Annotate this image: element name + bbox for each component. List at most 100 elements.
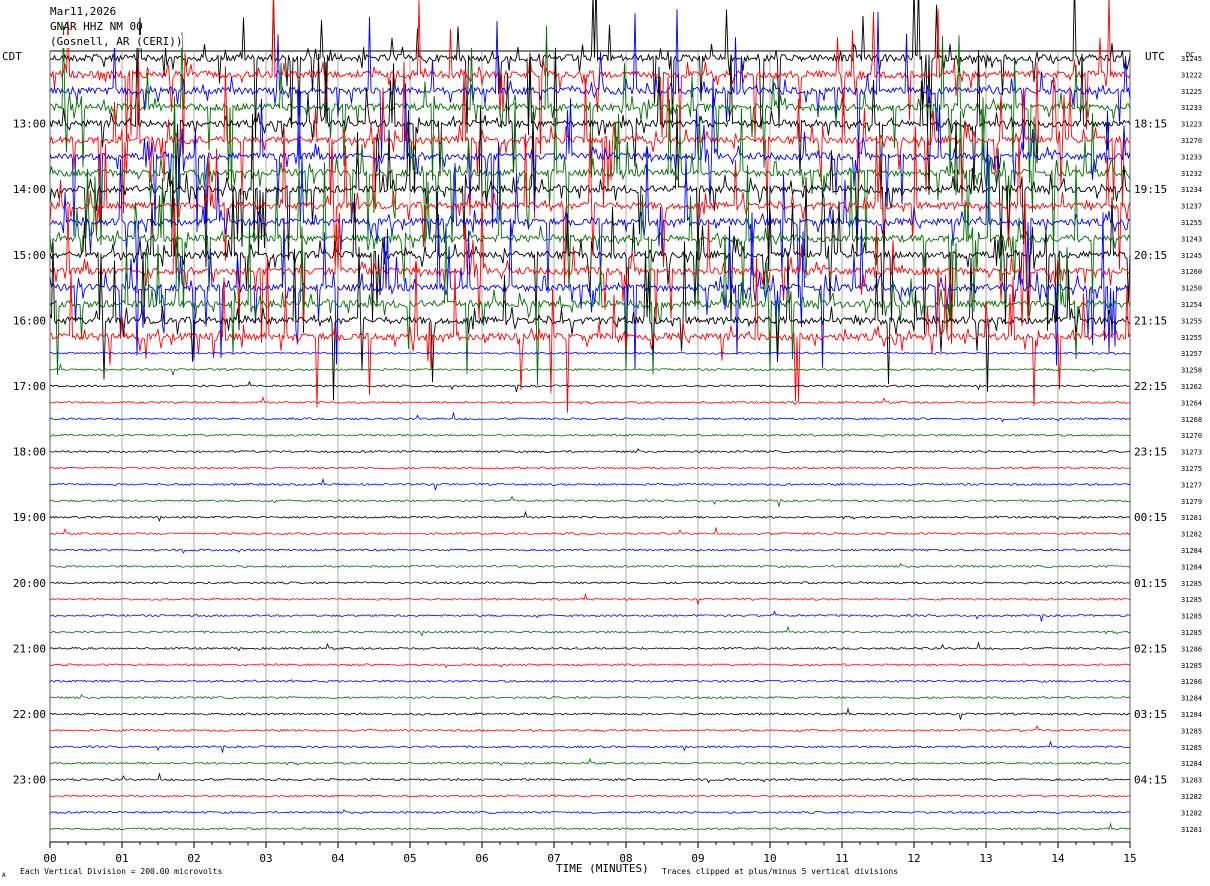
seismic-trace — [49, 222, 1131, 386]
right-hour-label: 04:15 — [1134, 774, 1167, 787]
right-hour-label: 23:15 — [1134, 446, 1167, 459]
dc-offset-label: 31285 — [1181, 629, 1202, 637]
right-timezone-label: UTC — [1145, 50, 1165, 63]
seismic-trace — [49, 679, 1131, 683]
dc-label: DC — [1186, 51, 1195, 59]
dc-offset-label: 31255 — [1181, 219, 1202, 227]
dc-offset-label: 31260 — [1181, 268, 1202, 276]
dc-offset-label: 31233 — [1181, 104, 1202, 112]
seismic-trace — [50, 610, 1131, 622]
right-hour-label: 18:15 — [1134, 118, 1167, 131]
x-tick-label: 07 — [547, 852, 560, 865]
x-tick-label: 13 — [979, 852, 992, 865]
right-hour-label: 01:15 — [1134, 577, 1167, 590]
x-tick-label: 12 — [907, 852, 920, 865]
dc-offset-label: 31255 — [1181, 334, 1202, 342]
seismic-trace — [49, 141, 1131, 298]
x-tick-label: 15 — [1123, 852, 1136, 865]
dc-offset-label: 31223 — [1181, 121, 1202, 129]
left-hour-label: 15:00 — [13, 249, 46, 262]
header-location: (Gosnell, AR (CERI)) — [50, 35, 183, 48]
dc-offset-label: 31243 — [1181, 235, 1202, 243]
header-station: GNAR HHZ NM 00 — [50, 20, 143, 33]
dc-offset-label: 31257 — [1181, 350, 1202, 358]
seismic-trace — [49, 411, 1131, 423]
dc-offset-label: 31284 — [1181, 695, 1202, 703]
dc-offset-label: 31285 — [1181, 662, 1202, 670]
left-timezone-label: CDT — [2, 50, 22, 63]
left-hour-label: 20:00 — [13, 577, 46, 590]
seismic-trace — [49, 793, 1131, 798]
seismic-trace — [49, 0, 1131, 139]
scale-note: Each Vertical Division = 200.00 microvol… — [20, 867, 223, 876]
x-tick-label: 08 — [619, 852, 632, 865]
seismic-trace — [49, 510, 1131, 522]
seismic-trace — [50, 25, 1131, 190]
seismic-trace — [49, 241, 1131, 401]
seismic-trace — [49, 78, 1131, 237]
seismic-trace — [49, 256, 1131, 413]
dc-offset-label: 31284 — [1181, 711, 1202, 719]
corner-mark: A — [2, 872, 6, 879]
dc-offset-label: 31233 — [1181, 153, 1202, 161]
x-tick-label: 05 — [403, 852, 416, 865]
x-tick-label: 04 — [331, 852, 345, 865]
dc-offset-label: 31254 — [1181, 301, 1202, 309]
dc-offset-label: 31286 — [1181, 678, 1202, 686]
plot-frame — [49, 50, 1131, 843]
dc-offset-label: 31275 — [1181, 465, 1202, 473]
left-hour-label: 21:00 — [13, 642, 46, 655]
right-hour-label: 21:15 — [1134, 314, 1167, 327]
dc-offset-label: 31285 — [1181, 744, 1202, 752]
seismic-trace — [49, 694, 1131, 700]
seismic-trace — [49, 176, 1131, 335]
right-hour-label: 02:15 — [1134, 642, 1167, 655]
x-tick-label: 14 — [1051, 852, 1065, 865]
seismic-trace — [49, 772, 1130, 784]
seismic-trace — [49, 466, 1131, 470]
left-hour-label: 23:00 — [13, 774, 46, 787]
seismic-trace — [49, 581, 1131, 585]
dc-offset-label: 31285 — [1181, 727, 1202, 735]
dc-offset-label: 31234 — [1181, 186, 1202, 194]
left-hour-label: 17:00 — [13, 380, 46, 393]
dc-offset-label: 31285 — [1181, 580, 1202, 588]
seismic-trace — [49, 9, 1131, 171]
seismic-trace — [49, 740, 1131, 753]
x-tick-label: 11 — [835, 852, 848, 865]
x-tick-label: 09 — [691, 852, 704, 865]
dc-offset-label: 31225 — [1181, 88, 1202, 96]
left-hour-label: 16:00 — [13, 314, 46, 327]
seismic-trace — [49, 395, 1131, 406]
dc-offset-label: 31282 — [1181, 531, 1202, 539]
dc-offset-label: 31282 — [1181, 793, 1202, 801]
left-hour-label: 13:00 — [13, 118, 46, 131]
dc-offset-label: 31255 — [1181, 317, 1202, 325]
right-hour-label: 22:15 — [1134, 380, 1167, 393]
dc-offset-label: 31270 — [1181, 432, 1202, 440]
seismic-trace — [49, 433, 1131, 437]
dc-offset-label: 31250 — [1181, 285, 1202, 293]
seismic-trace — [49, 362, 1131, 376]
dc-offset-label: 31284 — [1181, 547, 1202, 555]
seismic-trace — [49, 592, 1131, 605]
dc-offset-label: 31284 — [1181, 563, 1202, 571]
x-tick-label: 01 — [115, 852, 128, 865]
dc-offset-label: 31245 — [1181, 55, 1202, 63]
seismic-trace — [49, 351, 1131, 355]
right-hour-label: 00:15 — [1134, 511, 1167, 524]
dc-offset-label: 31282 — [1181, 809, 1202, 817]
x-tick-label: 03 — [259, 852, 272, 865]
dc-offset-label: 31285 — [1181, 596, 1202, 604]
x-tick-label: 00 — [43, 852, 56, 865]
right-hour-label: 19:15 — [1134, 183, 1167, 196]
seismic-trace — [49, 495, 1131, 507]
dc-offset-label: 31277 — [1181, 481, 1202, 489]
header-date: Mar11,2026 — [50, 5, 117, 18]
dc-offset-label: 31258 — [1181, 367, 1202, 375]
dc-offset-label: 31237 — [1181, 203, 1202, 211]
seismic-trace — [49, 625, 1131, 637]
dc-offset-label: 31270 — [1181, 137, 1202, 145]
dc-offset-label: 31268 — [1181, 416, 1202, 424]
